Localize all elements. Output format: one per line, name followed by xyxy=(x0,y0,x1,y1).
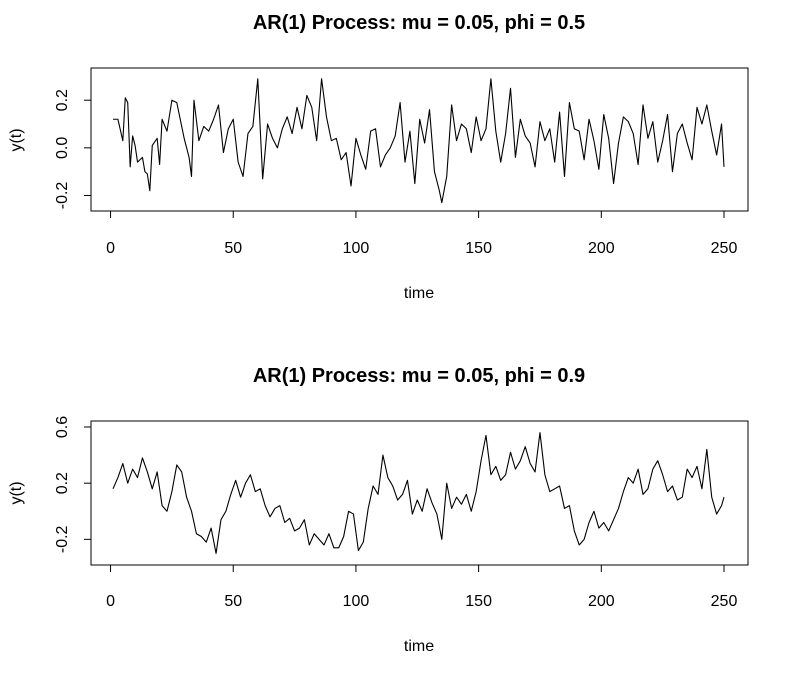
chart-2-x-axis: 0 50 100 150 200 250 xyxy=(106,564,738,610)
chart-2-y-axis: -0.2 0.2 0.6 xyxy=(54,416,92,553)
chart-1-x-axis-label: time xyxy=(404,285,434,302)
chart-1-series-line xyxy=(113,78,725,204)
y-tick-label: -0.2 xyxy=(54,182,71,210)
chart-1-x-axis: 0 50 100 150 200 250 xyxy=(106,210,738,257)
chart-2-y-axis-label: y(t) xyxy=(8,481,25,504)
x-tick-label: 200 xyxy=(588,240,615,257)
chart-2-x-axis-label: time xyxy=(404,638,434,655)
x-tick-label: 150 xyxy=(465,240,492,257)
chart-2-series-line xyxy=(112,432,725,554)
x-tick-label: 250 xyxy=(711,240,738,257)
x-tick-label: 0 xyxy=(106,593,115,610)
x-tick-label: 200 xyxy=(588,593,615,610)
chart-1-y-axis: -0.2 0.0 0.2 xyxy=(54,89,92,210)
x-tick-label: 100 xyxy=(343,240,370,257)
y-tick-label: 0.2 xyxy=(54,472,71,494)
y-tick-label: 0.2 xyxy=(54,89,71,111)
y-tick-label: 0.6 xyxy=(54,416,71,438)
x-tick-label: 250 xyxy=(711,593,738,610)
y-tick-label: -0.2 xyxy=(54,525,71,553)
x-tick-label: 150 xyxy=(465,593,492,610)
x-tick-label: 0 xyxy=(106,240,115,257)
chart-panel-1: AR(1) Process: mu = 0.05, phi = 0.5 0 50 1… xyxy=(8,12,749,302)
x-tick-label: 50 xyxy=(224,593,242,610)
x-tick-label: 100 xyxy=(343,593,370,610)
chart-1-y-axis-label: y(t) xyxy=(8,128,25,151)
chart-2-title: AR(1) Process: mu = 0.05, phi = 0.9 xyxy=(253,365,585,387)
x-tick-label: 50 xyxy=(224,240,242,257)
chart-1-title: AR(1) Process: mu = 0.05, phi = 0.5 xyxy=(253,12,585,34)
y-tick-label: 0.0 xyxy=(54,137,71,159)
chart-panel-2: AR(1) Process: mu = 0.05, phi = 0.9 0 50 1… xyxy=(8,365,749,655)
